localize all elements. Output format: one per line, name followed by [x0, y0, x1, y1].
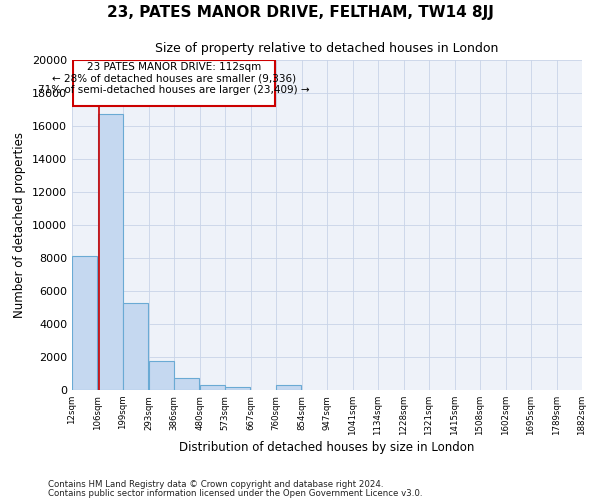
Bar [276, 385, 301, 390]
X-axis label: Distribution of detached houses by size in London: Distribution of detached houses by size … [179, 441, 475, 454]
Text: Contains public sector information licensed under the Open Government Licence v3: Contains public sector information licen… [48, 488, 422, 498]
Bar [225, 386, 250, 390]
Bar [149, 361, 174, 390]
Text: 71% of semi-detached houses are larger (23,409) →: 71% of semi-detached houses are larger (… [38, 84, 310, 94]
Y-axis label: Number of detached properties: Number of detached properties [13, 132, 26, 318]
Bar [174, 378, 199, 390]
Bar [200, 385, 225, 390]
Title: Size of property relative to detached houses in London: Size of property relative to detached ho… [155, 42, 499, 54]
Bar [72, 256, 97, 390]
Bar [98, 114, 123, 390]
Text: 23 PATES MANOR DRIVE: 112sqm: 23 PATES MANOR DRIVE: 112sqm [87, 62, 261, 72]
Bar [123, 302, 148, 390]
Text: Contains HM Land Registry data © Crown copyright and database right 2024.: Contains HM Land Registry data © Crown c… [48, 480, 383, 489]
Text: ← 28% of detached houses are smaller (9,336): ← 28% of detached houses are smaller (9,… [52, 73, 296, 83]
FancyBboxPatch shape [73, 60, 275, 106]
Text: 23, PATES MANOR DRIVE, FELTHAM, TW14 8JJ: 23, PATES MANOR DRIVE, FELTHAM, TW14 8JJ [107, 5, 493, 20]
